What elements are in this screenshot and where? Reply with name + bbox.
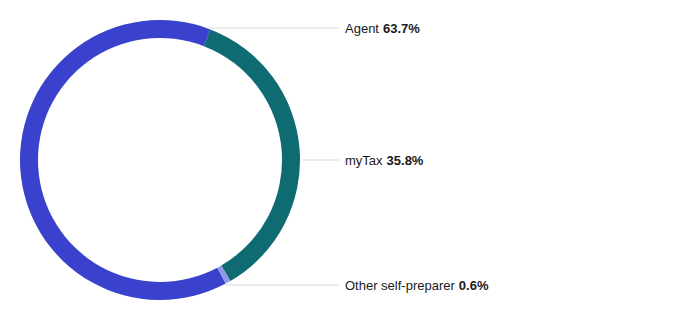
label-name: Agent xyxy=(345,21,379,36)
data-label: myTax 35.8% xyxy=(345,153,424,168)
leader-line xyxy=(209,28,339,29)
donut xyxy=(20,20,300,300)
label-value: 63.7% xyxy=(383,21,420,36)
leader-line xyxy=(302,160,339,161)
label-name: myTax xyxy=(345,153,383,168)
label-value: 0.6% xyxy=(459,278,489,293)
slice xyxy=(217,265,230,283)
leader-line xyxy=(225,285,339,286)
slice xyxy=(20,20,226,300)
chart: Agent 63.7% myTax 35.8% Other self-preparer 0… xyxy=(0,0,689,320)
label-name: Other self-preparer xyxy=(345,278,455,293)
slice xyxy=(204,29,300,281)
label-value: 35.8% xyxy=(387,153,424,168)
data-label: Other self-preparer 0.6% xyxy=(345,278,489,293)
data-label: Agent 63.7% xyxy=(345,21,420,36)
